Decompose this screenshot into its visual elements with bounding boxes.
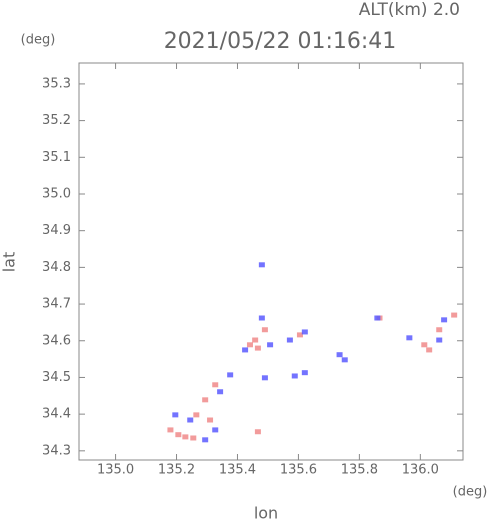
echo-point — [451, 312, 458, 318]
echo-point — [217, 389, 224, 395]
echo-point — [182, 434, 189, 440]
echo-point — [301, 370, 308, 376]
echo-point — [254, 345, 261, 351]
y-tick-label: 35.0 — [42, 186, 71, 201]
x-unit: (deg) — [453, 485, 488, 500]
echo-point — [193, 412, 200, 418]
y-axis-label: lat — [0, 252, 19, 273]
echo-point — [227, 372, 234, 378]
echo-point — [261, 375, 268, 381]
x-tick-label: 136.0 — [402, 463, 439, 478]
y-tick-label: 34.5 — [42, 370, 71, 385]
y-tick-label: 34.8 — [42, 260, 71, 275]
echo-point — [190, 435, 197, 441]
echo-point — [252, 337, 259, 343]
echo-point — [258, 262, 265, 268]
echo-point — [426, 347, 433, 353]
echo-point — [212, 382, 219, 388]
echo-point — [254, 429, 261, 435]
plot-frame — [78, 62, 464, 461]
echo-point — [341, 357, 348, 363]
echo-point — [207, 417, 214, 423]
echo-point — [175, 432, 182, 438]
y-tick-label: 34.7 — [42, 297, 71, 312]
echo-point — [258, 315, 265, 321]
echo-point — [301, 329, 308, 335]
y-tick-label: 35.1 — [42, 150, 71, 165]
subtitle: ALT(km) 2.0 — [359, 0, 460, 20]
echo-point — [296, 332, 303, 338]
chart-title: 2021/05/22 01:16:41 — [164, 29, 397, 54]
echo-point — [212, 427, 219, 433]
y-tick-label: 34.9 — [42, 223, 71, 238]
echo-point — [286, 337, 293, 343]
x-tick-label: 135.4 — [219, 463, 256, 478]
y-tick-label: 34.3 — [42, 443, 71, 458]
echo-point — [436, 337, 443, 343]
echo-point — [406, 335, 413, 341]
x-tick-label: 135.6 — [280, 463, 317, 478]
echo-point — [167, 427, 174, 433]
x-tick-label: 135.0 — [97, 463, 134, 478]
echo-point — [374, 315, 381, 321]
y-unit: (deg) — [21, 33, 56, 48]
echo-point — [421, 342, 428, 348]
echo-point — [291, 373, 298, 379]
x-axis-label: lon — [254, 504, 278, 521]
echo-point — [172, 412, 179, 418]
echo-point — [436, 327, 443, 333]
echo-point — [246, 342, 253, 348]
echo-point — [261, 327, 268, 333]
x-tick-label: 135.8 — [341, 463, 378, 478]
y-tick-label: 35.2 — [42, 113, 71, 128]
y-tick-label: 34.6 — [42, 333, 71, 348]
echo-point — [202, 437, 209, 443]
echo-point — [336, 352, 343, 358]
echo-point — [441, 317, 448, 323]
y-tick-label: 35.3 — [42, 76, 71, 91]
echo-point — [202, 397, 209, 403]
y-tick-label: 34.4 — [42, 407, 71, 422]
x-tick-label: 135.2 — [158, 463, 195, 478]
echo-point — [187, 417, 194, 423]
echo-point — [267, 342, 274, 348]
echo-point — [242, 347, 249, 353]
